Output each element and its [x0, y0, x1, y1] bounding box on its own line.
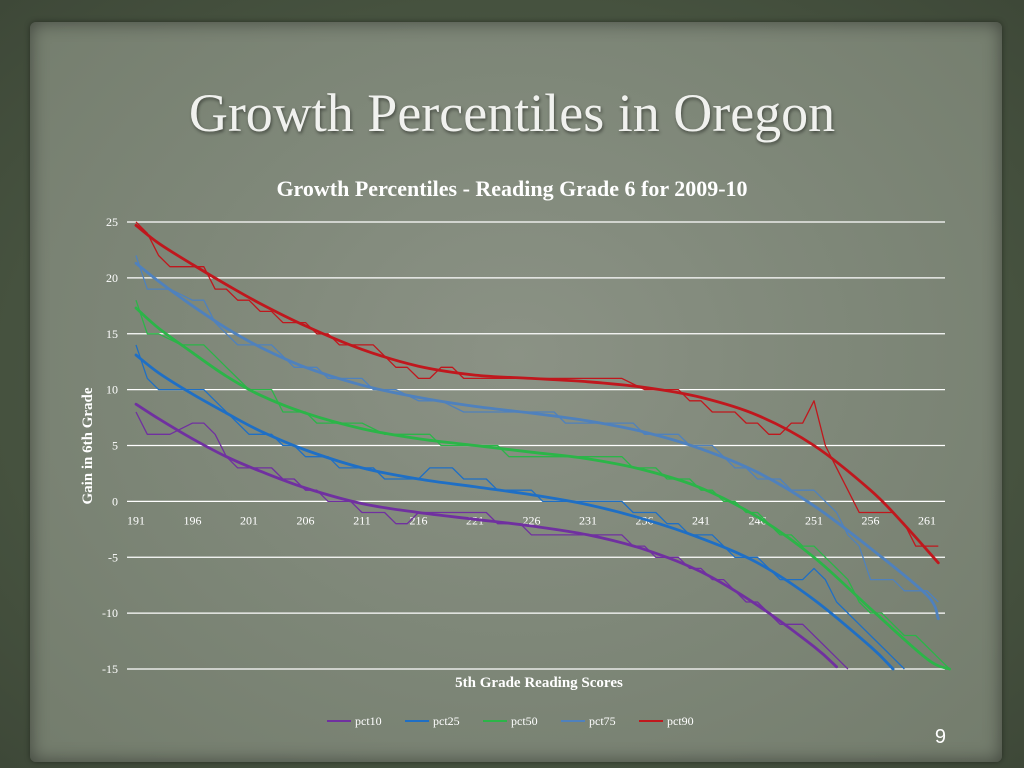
slide-title: Growth Percentiles in Oregon — [188, 83, 836, 143]
legend-label-pct10: pct10 — [355, 714, 382, 728]
series-pct75-trend — [134, 261, 940, 621]
x-tick-labels: 191 196 201 206 211 216 221 226 231 236 241 246 251 2… — [127, 513, 936, 527]
x-tick-label: 261 — [918, 513, 936, 527]
x-tick-label: 206 — [297, 513, 315, 527]
x-tick-label: 211 — [353, 513, 371, 527]
series-pct10-line — [135, 411, 849, 670]
legend: pct10 pct25 pct50 pct75 pct90 — [327, 714, 694, 728]
chart-title: Growth Percentiles - Reading Grade 6 for… — [276, 176, 747, 201]
series-pct90-line — [135, 221, 939, 547]
y-tick-label: -5 — [108, 550, 118, 564]
x-tick-label: 226 — [523, 513, 541, 527]
y-tick-label: 20 — [106, 271, 118, 285]
legend-label-pct75: pct75 — [589, 714, 616, 728]
series-layer — [134, 221, 951, 671]
legend-label-pct25: pct25 — [433, 714, 460, 728]
series-pct10-trend — [134, 402, 838, 669]
y-tick-label: 10 — [106, 383, 118, 397]
y-tick-label: -15 — [102, 662, 118, 676]
y-tick-label: -10 — [102, 606, 118, 620]
x-tick-label: 196 — [184, 513, 202, 527]
series-pct25-line — [135, 344, 905, 670]
legend-label-pct50: pct50 — [511, 714, 538, 728]
gridlines — [127, 221, 945, 670]
x-tick-label: 256 — [862, 513, 880, 527]
series-pct90-trend — [134, 224, 940, 565]
x-tick-label: 216 — [410, 513, 428, 527]
y-tick-label: 15 — [106, 327, 118, 341]
x-tick-label: 201 — [240, 513, 258, 527]
series-pct50-line — [135, 299, 951, 670]
y-tick-label: 25 — [106, 215, 118, 229]
page-number: 9 — [934, 726, 946, 748]
x-axis-title: 5th Grade Reading Scores — [455, 675, 623, 691]
y-tick-labels: 25 20 15 10 5 0 -5 -10 -15 — [102, 215, 118, 676]
x-tick-label: 241 — [692, 513, 710, 527]
y-tick-label: 0 — [112, 494, 118, 508]
x-tick-label: 191 — [127, 513, 145, 527]
series-pct75-line — [135, 255, 939, 603]
y-axis-title: Gain in 6th Grade — [80, 387, 96, 504]
legend-label-pct90: pct90 — [667, 714, 694, 728]
x-tick-label: 251 — [805, 513, 823, 527]
series-pct25-trend — [134, 353, 895, 671]
x-tick-label: 231 — [579, 513, 597, 527]
slide-board — [30, 22, 1002, 762]
series-pct50-trend — [134, 306, 951, 671]
y-tick-label: 5 — [112, 439, 118, 453]
